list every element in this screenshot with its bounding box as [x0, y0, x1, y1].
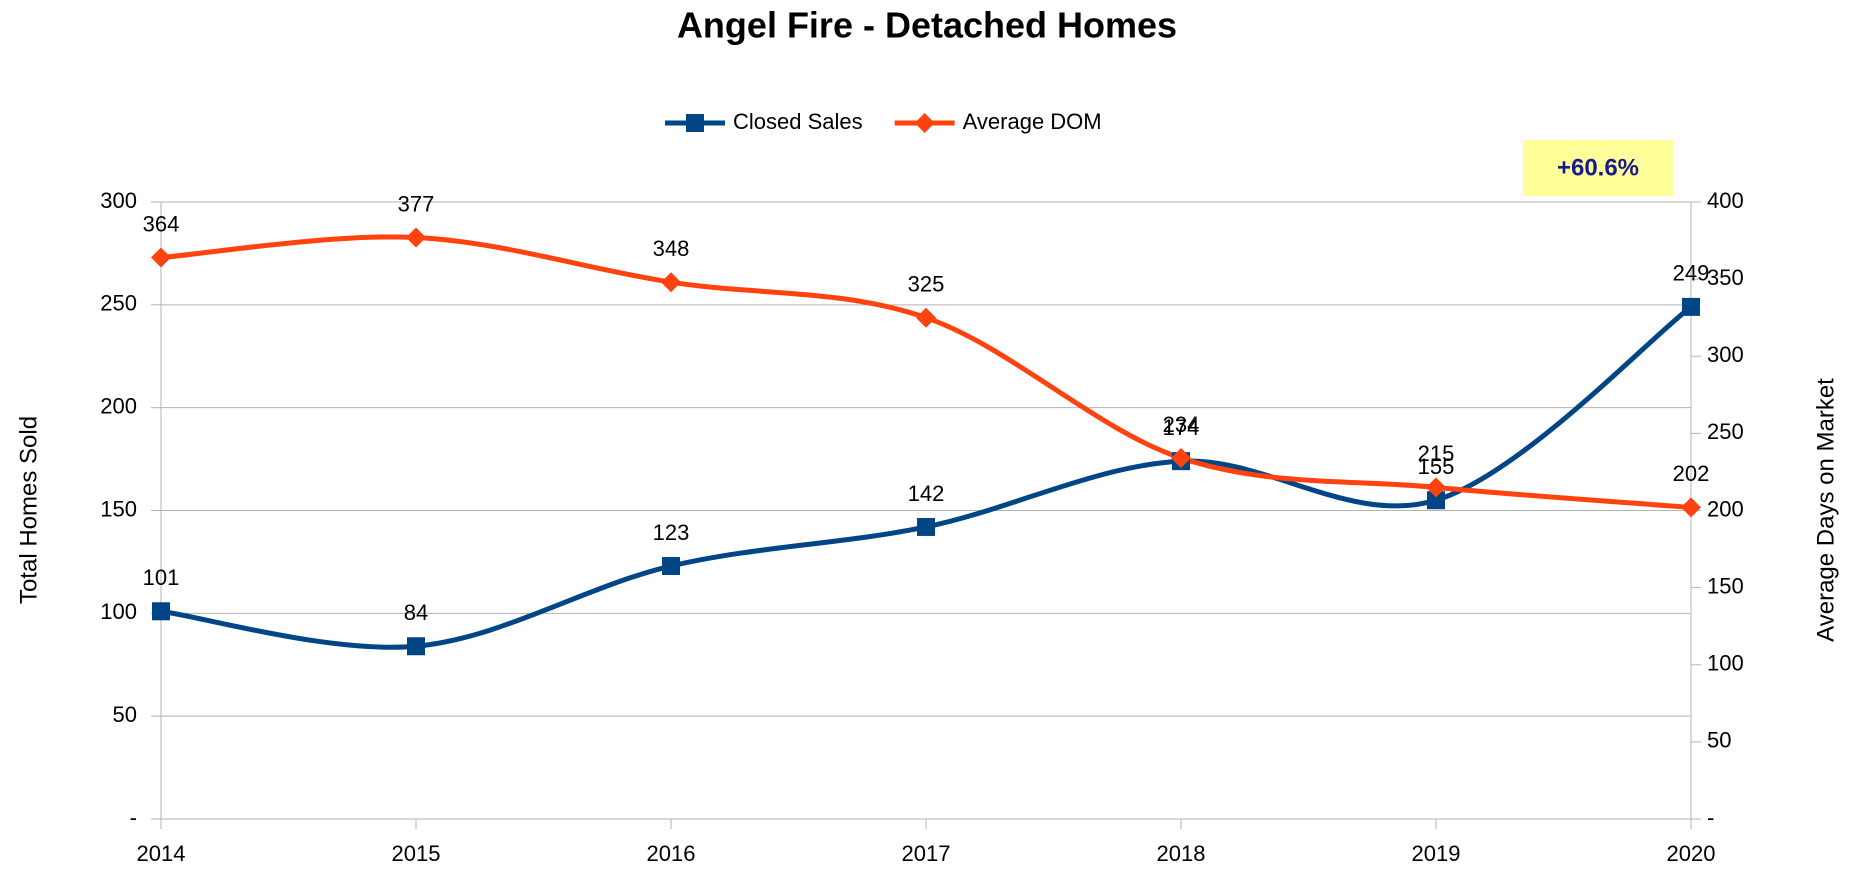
- y2-tick-label: 300: [1707, 342, 1744, 367]
- x-tick-label: 2017: [902, 841, 951, 866]
- marker: [407, 637, 425, 656]
- data-label: 155: [1418, 454, 1455, 479]
- data-label: 249: [1673, 261, 1710, 286]
- marker: [662, 557, 680, 576]
- legend-marker: [686, 114, 704, 132]
- x-tick-label: 2019: [1412, 841, 1461, 866]
- x-tick-label: 2018: [1157, 841, 1206, 866]
- data-label: 84: [404, 600, 428, 625]
- data-label: 215: [1418, 441, 1455, 466]
- marker: [152, 602, 170, 621]
- y-tick-label: -: [130, 805, 137, 830]
- marker: [151, 247, 171, 268]
- legend-label: Closed Sales: [733, 109, 863, 134]
- data-label: 174: [1163, 415, 1200, 440]
- y-axis-label: Total Homes Sold: [15, 416, 42, 604]
- x-tick-label: 2015: [392, 841, 441, 866]
- data-label: 377: [398, 191, 435, 216]
- y2-tick-label: 100: [1707, 651, 1744, 676]
- legend-marker: [914, 113, 935, 133]
- marker: [1682, 297, 1700, 316]
- marker: [406, 227, 426, 248]
- y-tick-label: 200: [100, 393, 137, 418]
- chart-title: Angel Fire - Detached Homes: [677, 5, 1177, 46]
- data-label: 325: [908, 272, 945, 297]
- marker: [661, 272, 681, 293]
- y-tick-label: 150: [100, 496, 137, 521]
- y2-tick-label: 250: [1707, 419, 1744, 444]
- marker: [1427, 491, 1445, 510]
- data-label: 101: [143, 565, 180, 590]
- data-label: 202: [1673, 461, 1710, 486]
- marker: [1426, 477, 1446, 498]
- legend-label: Average DOM: [963, 109, 1102, 134]
- y-tick-label: 300: [100, 188, 137, 213]
- y2-tick-label: 50: [1707, 728, 1731, 753]
- y-tick-label: 100: [100, 599, 137, 624]
- y2-tick-label: 150: [1707, 573, 1744, 598]
- y-tick-label: 50: [113, 702, 137, 727]
- y2-tick-label: 200: [1707, 496, 1744, 521]
- data-label: 142: [908, 481, 945, 506]
- data-label: 234: [1163, 412, 1200, 437]
- x-tick-label: 2020: [1667, 841, 1716, 866]
- data-label: 348: [653, 236, 690, 261]
- marker: [916, 307, 936, 328]
- y2-tick-label: 350: [1707, 265, 1744, 290]
- marker: [917, 517, 935, 536]
- data-label: 364: [143, 211, 180, 236]
- y-tick-label: 250: [100, 291, 137, 316]
- marker: [1171, 448, 1191, 469]
- annotation-box: [1523, 140, 1673, 196]
- x-tick-label: 2014: [137, 841, 186, 866]
- data-label: 123: [653, 520, 690, 545]
- y2-axis-label: Average Days on Market: [1812, 378, 1839, 642]
- y2-tick-label: 400: [1707, 188, 1744, 213]
- series-line: [160, 304, 1693, 650]
- y2-tick-label: -: [1707, 805, 1714, 830]
- x-tick-label: 2016: [647, 841, 696, 866]
- marker: [1681, 497, 1701, 518]
- annotation: +60.6%: [1557, 154, 1639, 181]
